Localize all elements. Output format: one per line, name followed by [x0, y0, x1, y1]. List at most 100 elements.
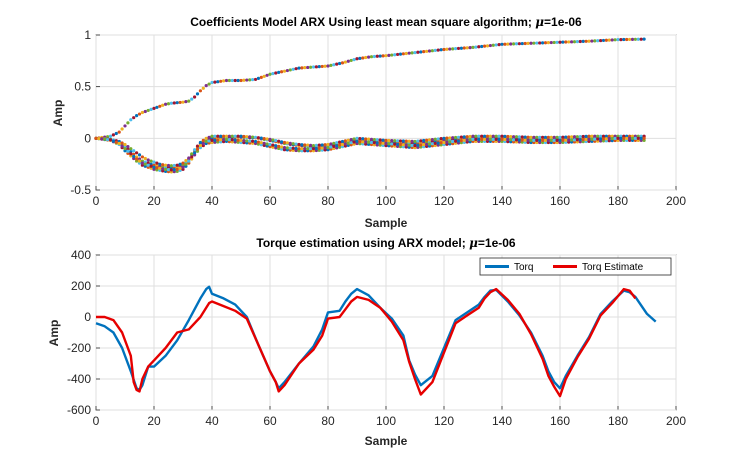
coefficient-point	[491, 137, 495, 141]
x-tick-label-top: 20	[147, 194, 161, 208]
coefficient-point	[146, 163, 150, 167]
coefficient-point	[575, 138, 580, 142]
y-tick-label-bottom: 200	[71, 279, 91, 293]
coefficient-point	[398, 52, 403, 56]
coefficient-point	[442, 140, 446, 145]
coefficient-point	[381, 138, 385, 142]
coefficient-point	[584, 137, 588, 142]
title-bottom-suffix: =1e-06	[478, 236, 516, 250]
coefficient-point	[184, 100, 188, 104]
coefficient-point	[332, 141, 336, 145]
coefficient-point	[338, 61, 342, 66]
coefficient-point	[187, 99, 191, 103]
coefficient-point	[526, 135, 530, 139]
x-tick-label-bottom: 40	[205, 414, 219, 428]
coefficient-point	[233, 138, 237, 142]
x-axis-label-bottom: Sample	[365, 434, 408, 448]
coefficient-point	[404, 51, 408, 56]
coefficient-point	[477, 45, 481, 49]
coefficient-point	[126, 149, 130, 153]
coefficient-point	[94, 136, 98, 140]
coefficient-point	[413, 139, 417, 144]
coefficient-point	[245, 78, 249, 82]
x-tick-label-bottom: 60	[263, 414, 277, 428]
coefficient-point	[523, 41, 527, 46]
coefficient-point	[509, 42, 513, 46]
coefficient-point	[622, 136, 626, 140]
coefficient-point	[303, 143, 307, 147]
coefficient-point	[532, 135, 536, 139]
coefficient-point	[552, 40, 556, 45]
coefficient-point	[338, 143, 342, 147]
coefficient-point	[259, 136, 263, 140]
coefficient-point	[207, 139, 211, 143]
coefficient-point	[387, 53, 391, 57]
coefficient-point	[149, 164, 153, 168]
coefficient-point	[529, 135, 533, 139]
coefficient-point	[433, 141, 437, 145]
x-tick-label-bottom: 100	[376, 414, 396, 428]
coefficient-point	[346, 59, 350, 63]
coefficient-point	[285, 141, 289, 145]
coefficient-point	[262, 136, 266, 141]
coefficient-point	[596, 134, 600, 138]
coefficient-point	[259, 75, 263, 79]
coefficient-point	[285, 146, 289, 150]
coefficient-point	[459, 46, 463, 50]
coefficient-point	[433, 48, 437, 52]
coefficient-point	[564, 138, 568, 142]
coefficient-point	[253, 77, 258, 82]
coefficient-point	[233, 134, 237, 138]
coefficient-point	[613, 38, 617, 42]
coefficient-point	[251, 78, 255, 82]
coefficient-point	[355, 139, 359, 144]
coefficient-point	[451, 47, 455, 51]
coefficient-point	[297, 66, 301, 70]
x-tick-label-bottom: 20	[147, 414, 161, 428]
coefficient-point	[265, 137, 269, 141]
coefficient-point	[390, 53, 394, 57]
coefficient-point	[306, 65, 310, 70]
coefficient-point	[256, 76, 260, 80]
coefficient-point	[195, 144, 200, 148]
coefficient-point	[454, 135, 458, 140]
coefficient-point	[465, 138, 469, 142]
coefficient-point	[219, 79, 223, 83]
coefficient-point	[369, 140, 374, 145]
coefficient-point	[204, 136, 208, 140]
coefficient-point	[169, 164, 173, 168]
coefficient-point	[555, 138, 559, 142]
coefficient-point	[248, 135, 252, 139]
coefficient-point	[601, 38, 606, 43]
coefficient-point	[422, 143, 426, 147]
coefficient-point	[578, 134, 582, 139]
coefficient-point	[271, 72, 275, 76]
coefficient-point	[204, 139, 208, 144]
coefficient-point	[329, 145, 333, 149]
coefficient-point	[161, 167, 165, 171]
coefficient-point	[630, 136, 635, 140]
coefficient-point	[164, 163, 168, 167]
coefficient-point	[271, 143, 275, 147]
coefficient-point	[178, 100, 182, 105]
x-tick-labels-top: 0 20 40 60 80 100 120 140 160 180 200	[93, 194, 687, 208]
coefficient-point	[436, 48, 440, 52]
coefficient-point	[480, 44, 484, 49]
coefficient-point	[456, 139, 461, 143]
coefficient-point	[416, 50, 420, 54]
coefficient-point	[309, 65, 313, 69]
coefficient-point	[407, 51, 411, 55]
coefficient-point	[201, 138, 205, 142]
coefficient-point	[216, 138, 220, 142]
coefficient-point	[564, 40, 568, 44]
coefficient-point	[132, 116, 136, 120]
coefficient-point	[581, 39, 585, 44]
coefficient-point	[396, 52, 400, 57]
coefficient-point	[506, 137, 510, 142]
coefficient-point	[590, 39, 594, 43]
coefficient-point	[210, 138, 214, 142]
coefficient-point	[520, 138, 524, 142]
coefficient-point	[262, 74, 266, 78]
coefficient-point	[274, 144, 278, 148]
coefficient-point	[120, 127, 124, 131]
